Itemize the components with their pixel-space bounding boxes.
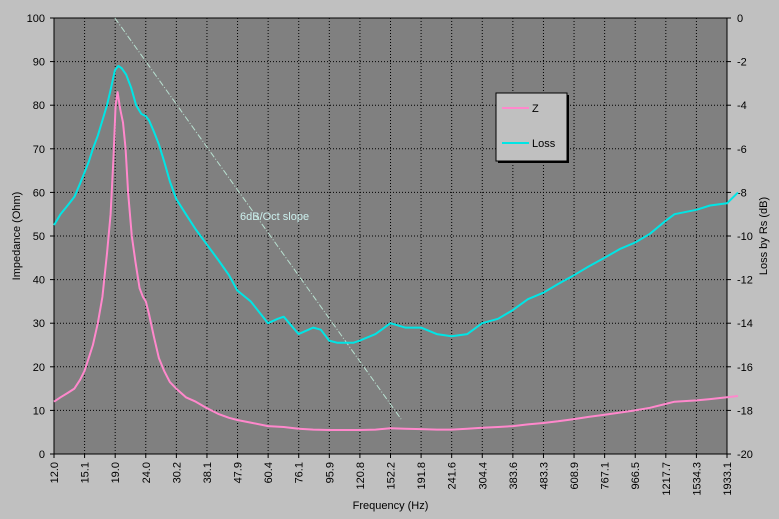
- y-left-tick-label: 40: [33, 275, 45, 287]
- x-tick-label: 1933.1: [722, 462, 734, 496]
- y-left-tick-label: 0: [39, 449, 45, 461]
- y-right-tick-label: -18: [737, 405, 753, 417]
- y-right-tick-label: -6: [737, 144, 747, 156]
- y-left-tick-label: 90: [33, 57, 45, 69]
- y-right-tick-label: -8: [737, 187, 747, 199]
- legend-box: [495, 92, 568, 162]
- y-right-tick-label: -10: [737, 231, 753, 243]
- x-tick-label: 483.3: [538, 462, 550, 490]
- y-left-tick-label: 30: [33, 318, 45, 330]
- x-tick-label: 24.0: [141, 462, 153, 483]
- x-tick-label: 12.0: [49, 462, 61, 483]
- y-left-tick-label: 60: [33, 187, 45, 199]
- series-line-loss: [53, 65, 739, 344]
- series-line-z: [53, 91, 739, 431]
- y-left-tick-label: 20: [33, 362, 45, 374]
- x-tick-label: 966.5: [630, 462, 642, 490]
- x-tick-label: 241.6: [447, 462, 459, 490]
- y-right-tick-label: -16: [737, 362, 753, 374]
- x-tick-label: 608.9: [569, 462, 581, 490]
- y-right-tick-label: -14: [737, 318, 753, 330]
- slope-annotation: 6dB/Oct slope: [240, 211, 309, 223]
- y-left-tick-label: 70: [33, 144, 45, 156]
- y-right-tick-label: 0: [737, 13, 743, 25]
- x-tick-label: 191.8: [416, 462, 428, 490]
- x-tick-label: 1534.3: [691, 462, 703, 496]
- x-tick-label: 76.1: [294, 462, 306, 483]
- x-tick-label: 19.0: [110, 462, 122, 483]
- x-tick-label: 383.6: [508, 462, 520, 490]
- x-tick-label: 38.1: [202, 462, 214, 483]
- y-right-tick-label: -12: [737, 275, 753, 287]
- x-tick-label: 767.1: [600, 462, 612, 490]
- y-right-tick-label: -20: [737, 449, 753, 461]
- x-tick-label: 152.2: [386, 462, 398, 490]
- y-right-tick-label: -2: [737, 57, 747, 69]
- y-left-tick-label: 50: [33, 231, 45, 243]
- plot-border: [53, 17, 728, 455]
- x-tick-label: 60.4: [263, 462, 275, 483]
- y-left-tick-label: 100: [27, 13, 45, 25]
- y-left-axis-label: Impedance (Ohm): [11, 192, 23, 281]
- legend-label-loss: Loss: [532, 138, 556, 150]
- x-tick-label: 120.8: [355, 462, 367, 490]
- legend-label-z: Z: [532, 103, 539, 115]
- x-tick-label: 15.1: [80, 462, 92, 483]
- x-axis-label: Frequency (Hz): [353, 500, 429, 512]
- y-left-tick-label: 10: [33, 405, 45, 417]
- slope-line: [114, 17, 402, 420]
- y-right-axis-label: Loss by Rs (dB): [758, 197, 770, 275]
- y-right-tick-label: -4: [737, 100, 747, 112]
- x-tick-label: 304.4: [477, 462, 489, 490]
- x-tick-label: 1217.7: [661, 462, 673, 496]
- x-tick-label: 95.9: [324, 462, 336, 483]
- x-tick-label: 30.2: [171, 462, 183, 483]
- y-left-tick-label: 80: [33, 100, 45, 112]
- x-tick-label: 47.9: [233, 462, 245, 483]
